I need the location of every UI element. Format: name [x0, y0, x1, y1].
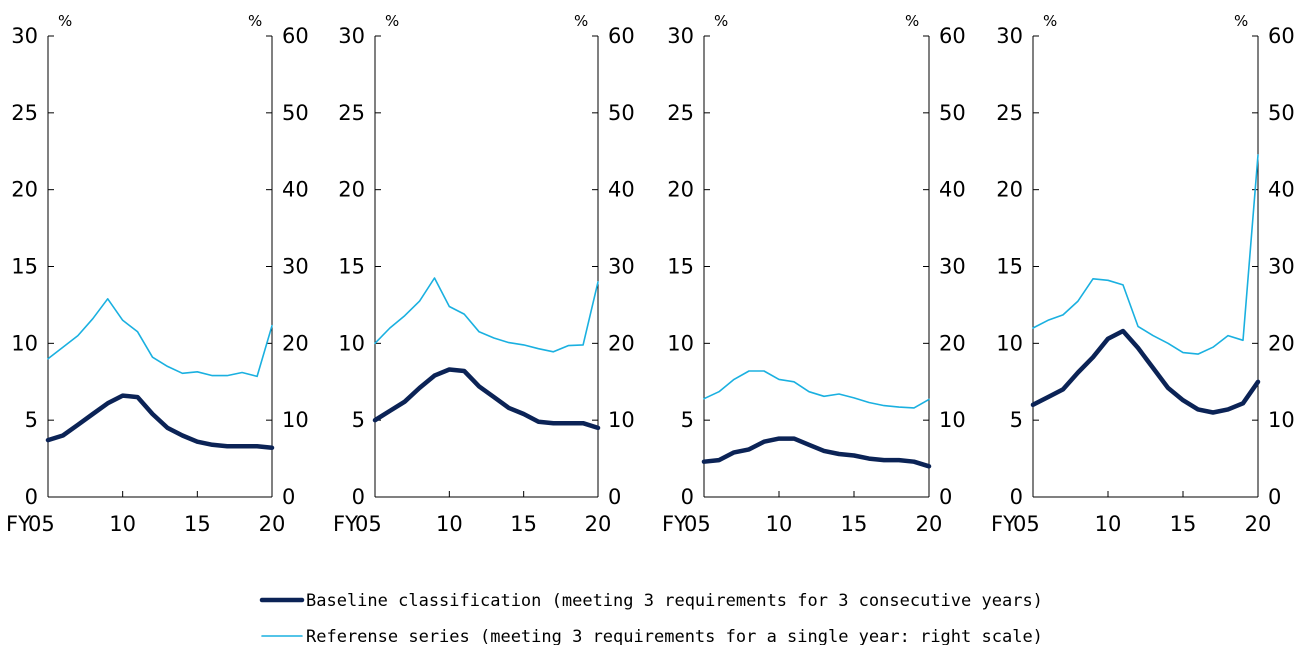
y-tick-label-left: 20 — [996, 178, 1023, 202]
y-tick-label-right: 30 — [939, 255, 966, 279]
x-tick-label: 15 — [841, 512, 868, 536]
y-tick-label-left: 25 — [996, 101, 1023, 125]
y-tick-label-right: 60 — [282, 24, 309, 48]
y-tick-label-right: 30 — [282, 255, 309, 279]
y-tick-label-left: 30 — [996, 24, 1023, 48]
y-unit-right: % — [1234, 12, 1248, 30]
y-tick-label-right: 30 — [1268, 255, 1295, 279]
y-tick-label-left: 0 — [681, 485, 694, 509]
y-tick-label-right: 40 — [608, 178, 635, 202]
y-tick-label-left: 15 — [338, 255, 365, 279]
x-tick-label: 15 — [184, 512, 211, 536]
y-tick-label-right: 50 — [939, 101, 966, 125]
y-tick-label-right: 20 — [1268, 331, 1295, 355]
y-tick-label-right: 30 — [608, 255, 635, 279]
x-tick-label: 20 — [916, 512, 943, 536]
y-tick-label-left: 15 — [11, 255, 38, 279]
y-tick-label-left: 30 — [11, 24, 38, 48]
y-tick-label-right: 20 — [939, 331, 966, 355]
legend-label-reference: Referense series (meeting 3 requirements… — [306, 627, 1043, 645]
y-tick-label-right: 50 — [1268, 101, 1295, 125]
y-tick-label-left: 10 — [667, 331, 694, 355]
x-prefix-label: FY — [662, 512, 687, 536]
series-line-baseline — [701, 436, 932, 469]
x-tick-label: 05 — [28, 512, 55, 536]
y-unit-right: % — [248, 12, 262, 30]
y-tick-label-left: 10 — [11, 331, 38, 355]
y-tick-label-right: 50 — [282, 101, 309, 125]
y-unit-left: % — [58, 12, 72, 30]
y-tick-label-left: 15 — [996, 255, 1023, 279]
y-tick-label-left: 20 — [338, 178, 365, 202]
series-line-baseline — [45, 393, 275, 451]
y-tick-label-right: 0 — [1268, 485, 1281, 509]
y-unit-right: % — [574, 12, 588, 30]
series-line-reference — [374, 277, 599, 353]
y-tick-label-left: 0 — [25, 485, 38, 509]
y-tick-label-right: 60 — [608, 24, 635, 48]
x-tick-label: 05 — [1013, 512, 1040, 536]
y-tick-label-left: 20 — [11, 178, 38, 202]
y-tick-label-right: 60 — [939, 24, 966, 48]
x-prefix-label: FY — [333, 512, 358, 536]
y-tick-label-right: 10 — [282, 408, 309, 432]
y-tick-label-right: 40 — [939, 178, 966, 202]
x-tick-label: 10 — [436, 512, 463, 536]
x-tick-label: 15 — [510, 512, 537, 536]
y-tick-label-right: 10 — [939, 408, 966, 432]
y-tick-label-right: 0 — [939, 485, 952, 509]
x-tick-label: 20 — [259, 512, 286, 536]
y-unit-left: % — [385, 12, 399, 30]
y-unit-left: % — [1043, 12, 1057, 30]
y-tick-label-left: 25 — [11, 101, 38, 125]
y-tick-label-left: 10 — [338, 331, 365, 355]
series-line-reference — [703, 370, 930, 409]
y-tick-label-right: 20 — [282, 331, 309, 355]
y-tick-label-right: 40 — [282, 178, 309, 202]
series-line-baseline — [1030, 328, 1261, 415]
y-tick-label-left: 5 — [25, 408, 38, 432]
x-tick-label: 05 — [684, 512, 711, 536]
y-tick-label-right: 20 — [608, 331, 635, 355]
x-tick-label: 15 — [1170, 512, 1197, 536]
x-tick-label: 05 — [355, 512, 382, 536]
y-tick-label-left: 5 — [681, 408, 694, 432]
y-tick-label-left: 15 — [667, 255, 694, 279]
y-tick-label-left: 10 — [996, 331, 1023, 355]
x-prefix-label: FY — [991, 512, 1016, 536]
y-unit-left: % — [714, 12, 728, 30]
y-unit-right: % — [905, 12, 919, 30]
y-tick-label-left: 0 — [1010, 485, 1023, 509]
y-tick-label-right: 10 — [608, 408, 635, 432]
y-tick-label-left: 0 — [352, 485, 365, 509]
y-tick-label-right: 60 — [1268, 24, 1295, 48]
y-tick-label-right: 10 — [1268, 408, 1295, 432]
x-tick-label: 20 — [1245, 512, 1272, 536]
y-tick-label-right: 50 — [608, 101, 635, 125]
x-tick-label: 10 — [1095, 512, 1122, 536]
series-line-reference — [1032, 154, 1259, 355]
y-tick-label-left: 5 — [1010, 408, 1023, 432]
y-tick-label-left: 30 — [338, 24, 365, 48]
x-prefix-label: FY — [6, 512, 31, 536]
series-line-reference — [47, 297, 273, 378]
y-tick-label-left: 30 — [667, 24, 694, 48]
y-tick-label-right: 0 — [282, 485, 295, 509]
legend-label-baseline: Baseline classification (meeting 3 requi… — [306, 591, 1043, 611]
y-tick-label-right: 40 — [1268, 178, 1295, 202]
y-tick-label-left: 25 — [667, 101, 694, 125]
series-line-baseline — [372, 367, 601, 431]
x-tick-label: 10 — [109, 512, 136, 536]
x-tick-label: 20 — [585, 512, 612, 536]
y-tick-label-left: 5 — [352, 408, 365, 432]
y-tick-label-left: 25 — [338, 101, 365, 125]
x-tick-label: 10 — [766, 512, 793, 536]
y-tick-label-left: 20 — [667, 178, 694, 202]
y-tick-label-right: 0 — [608, 485, 621, 509]
